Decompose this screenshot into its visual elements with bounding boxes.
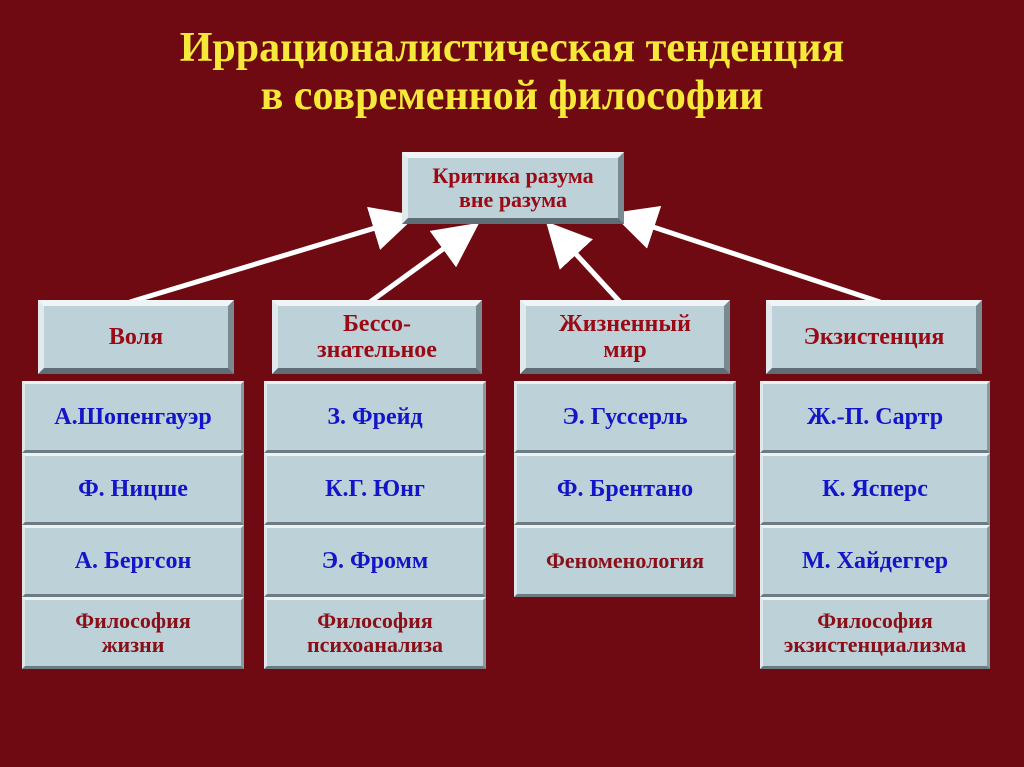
person-box: Ф. Брентано xyxy=(514,453,736,525)
person-box: М. Хайдеггер xyxy=(760,525,990,597)
root-line-1: Критика разума xyxy=(432,164,593,188)
title-line-1: Иррационалистическая тенденция xyxy=(0,24,1024,72)
person-box: З. Фрейд xyxy=(264,381,486,453)
arrow xyxy=(370,228,472,302)
person-box: Э. Гуссерль xyxy=(514,381,736,453)
category-header: Жизненный мир xyxy=(520,300,730,374)
school-box: Феноменология xyxy=(514,525,736,597)
person-box: А.Шопенгауэр xyxy=(22,381,244,453)
page-title: Иррационалистическая тенденция в совреме… xyxy=(0,0,1024,121)
school-box: Философия экзистенциализма xyxy=(760,597,990,669)
root-node: Критика разума вне разума xyxy=(402,152,624,224)
arrow xyxy=(130,218,408,302)
person-box: Ж.-П. Сартр xyxy=(760,381,990,453)
category-header: Воля xyxy=(38,300,234,374)
school-box: Философия жизни xyxy=(22,597,244,669)
school-box: Философия психоанализа xyxy=(264,597,486,669)
person-box: Э. Фромм xyxy=(264,525,486,597)
root-line-2: вне разума xyxy=(432,188,593,212)
arrow xyxy=(552,228,620,302)
slide: Иррационалистическая тенденция в совреме… xyxy=(0,0,1024,767)
person-box: Ф. Ницше xyxy=(22,453,244,525)
person-box: К.Г. Юнг xyxy=(264,453,486,525)
title-line-2: в современной философии xyxy=(0,72,1024,120)
category-header: Бессо- знательное xyxy=(272,300,482,374)
category-header: Экзистенция xyxy=(766,300,982,374)
arrow xyxy=(620,216,880,302)
person-box: А. Бергсон xyxy=(22,525,244,597)
person-box: К. Ясперс xyxy=(760,453,990,525)
